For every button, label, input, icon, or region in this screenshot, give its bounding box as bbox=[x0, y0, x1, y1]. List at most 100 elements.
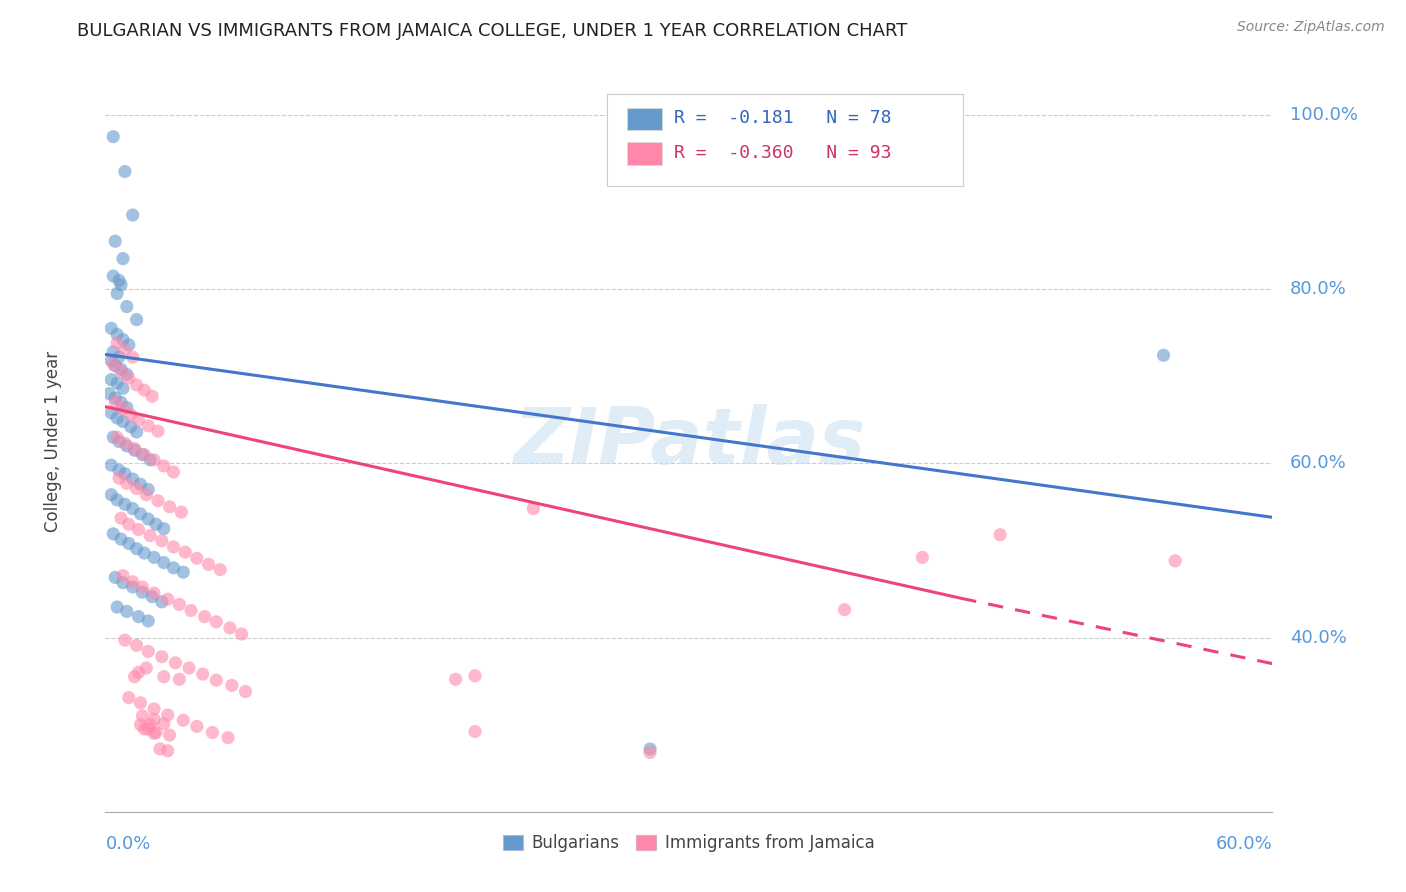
Text: ZIPatlas: ZIPatlas bbox=[513, 403, 865, 480]
Point bbox=[111, 333, 134, 347]
Point bbox=[125, 425, 148, 439]
Point bbox=[136, 512, 159, 526]
Point bbox=[221, 678, 243, 692]
Point bbox=[105, 430, 128, 444]
Point bbox=[638, 742, 661, 756]
Point bbox=[177, 661, 200, 675]
Point bbox=[152, 458, 174, 473]
Point bbox=[110, 364, 132, 378]
Point bbox=[150, 595, 173, 609]
Point bbox=[121, 574, 143, 589]
Point bbox=[115, 300, 138, 314]
Point bbox=[114, 164, 136, 178]
Point bbox=[125, 541, 148, 556]
Point bbox=[143, 726, 166, 740]
Point bbox=[111, 252, 134, 266]
Point bbox=[156, 592, 179, 607]
Point bbox=[134, 383, 156, 397]
Point bbox=[143, 453, 166, 467]
Point bbox=[105, 600, 128, 615]
Point bbox=[143, 586, 166, 600]
Point bbox=[105, 336, 128, 351]
Point bbox=[128, 665, 150, 680]
Point bbox=[111, 415, 134, 429]
Text: 0.0%: 0.0% bbox=[105, 836, 150, 854]
Point bbox=[115, 476, 138, 491]
Point bbox=[103, 527, 125, 541]
Point bbox=[124, 442, 146, 456]
Point bbox=[105, 492, 128, 507]
Bar bbox=[627, 108, 662, 130]
Point bbox=[150, 533, 173, 548]
Text: R =  -0.181   N = 78: R = -0.181 N = 78 bbox=[673, 109, 891, 127]
Point bbox=[110, 532, 132, 546]
Point bbox=[194, 609, 217, 624]
Point bbox=[141, 590, 163, 604]
Point bbox=[103, 268, 125, 283]
Point bbox=[156, 744, 179, 758]
Point bbox=[522, 501, 544, 516]
Point bbox=[219, 621, 242, 635]
Point bbox=[115, 439, 138, 453]
Point bbox=[131, 585, 153, 599]
Point bbox=[146, 493, 169, 508]
Point bbox=[105, 327, 128, 342]
Point bbox=[205, 673, 228, 688]
Point bbox=[118, 371, 141, 385]
Point bbox=[128, 523, 150, 537]
Point bbox=[114, 343, 136, 357]
Point bbox=[114, 436, 136, 450]
Point bbox=[911, 550, 934, 565]
Point bbox=[1164, 554, 1187, 568]
Point bbox=[152, 670, 174, 684]
Point bbox=[162, 540, 184, 554]
Point bbox=[114, 467, 136, 481]
Point bbox=[141, 389, 163, 403]
Point bbox=[444, 673, 467, 687]
Point bbox=[169, 598, 191, 612]
Point bbox=[129, 507, 152, 521]
Point bbox=[98, 386, 121, 401]
Point bbox=[105, 286, 128, 301]
Point bbox=[103, 430, 125, 444]
Point bbox=[108, 463, 131, 477]
Point bbox=[159, 728, 181, 742]
FancyBboxPatch shape bbox=[607, 94, 963, 186]
Point bbox=[104, 391, 127, 405]
Point bbox=[134, 722, 156, 736]
Point bbox=[139, 717, 162, 731]
Point bbox=[111, 575, 134, 590]
Point bbox=[143, 702, 166, 716]
Point bbox=[136, 644, 159, 658]
Point bbox=[129, 477, 152, 491]
Point bbox=[105, 411, 128, 425]
Point bbox=[100, 373, 122, 387]
Point bbox=[201, 725, 224, 739]
Point bbox=[100, 321, 122, 335]
Point bbox=[100, 488, 122, 502]
Point bbox=[108, 471, 131, 485]
Point bbox=[1153, 348, 1175, 362]
Point bbox=[834, 602, 856, 616]
Point bbox=[111, 381, 134, 395]
Point bbox=[638, 746, 661, 760]
Text: 80.0%: 80.0% bbox=[1289, 280, 1347, 298]
Bar bbox=[627, 143, 662, 165]
Point bbox=[108, 273, 131, 287]
Legend: Bulgarians, Immigrants from Jamaica: Bulgarians, Immigrants from Jamaica bbox=[496, 828, 882, 859]
Point bbox=[156, 708, 179, 723]
Point bbox=[125, 378, 148, 392]
Point bbox=[139, 528, 162, 542]
Point bbox=[174, 545, 197, 559]
Point bbox=[139, 453, 162, 467]
Point bbox=[134, 448, 156, 462]
Point bbox=[121, 350, 143, 364]
Point bbox=[231, 627, 253, 641]
Point bbox=[180, 603, 202, 617]
Point bbox=[103, 129, 125, 144]
Point bbox=[121, 208, 143, 222]
Point bbox=[121, 501, 143, 516]
Point bbox=[136, 614, 159, 628]
Point bbox=[209, 563, 232, 577]
Point bbox=[152, 716, 174, 731]
